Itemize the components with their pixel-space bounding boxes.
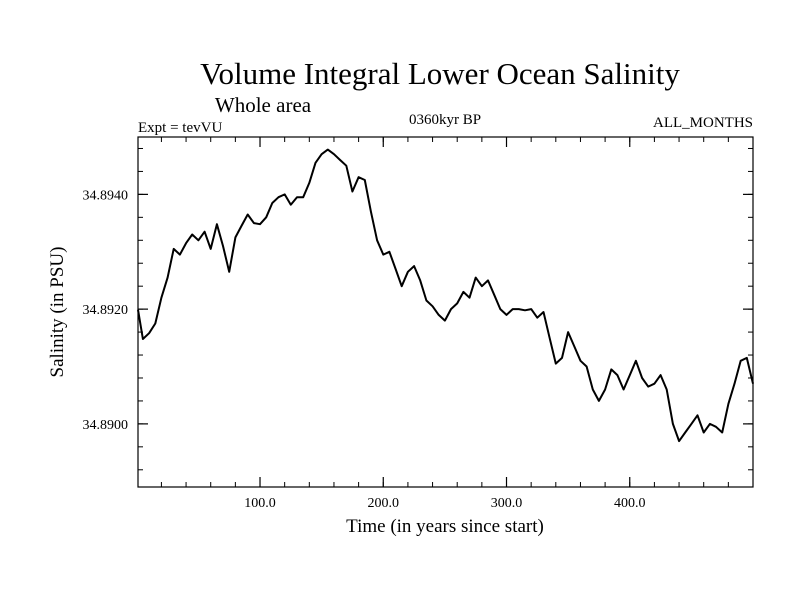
y-tick-label: 34.8940 xyxy=(83,188,129,203)
major-ticks xyxy=(138,137,753,487)
experiment-label: Expt = tevVU xyxy=(138,120,222,136)
months-label: ALL_MONTHS xyxy=(653,115,753,131)
x-tick-label: 200.0 xyxy=(368,496,400,511)
x-axis-label: Time (in years since start) xyxy=(346,516,544,537)
tick-labels: 100.0 200.0 300.0 400.0 34.8900 34.8920 34.894… xyxy=(83,188,646,511)
chart-title: Volume Integral Lower Ocean Salinity xyxy=(200,56,680,91)
x-tick-label: 400.0 xyxy=(614,496,646,511)
period-label: 0360kyr BP xyxy=(409,112,481,128)
x-tick-label: 100.0 xyxy=(244,496,276,511)
y-tick-label: 34.8900 xyxy=(83,418,129,433)
y-axis-label: Salinity (in PSU) xyxy=(47,247,68,378)
chart-subtitle: Whole area xyxy=(215,93,312,117)
x-tick-label: 300.0 xyxy=(491,496,523,511)
y-tick-label: 34.8920 xyxy=(83,303,129,318)
minor-ticks xyxy=(138,137,754,487)
data-series-line xyxy=(137,148,754,443)
plot-frame xyxy=(137,136,754,488)
